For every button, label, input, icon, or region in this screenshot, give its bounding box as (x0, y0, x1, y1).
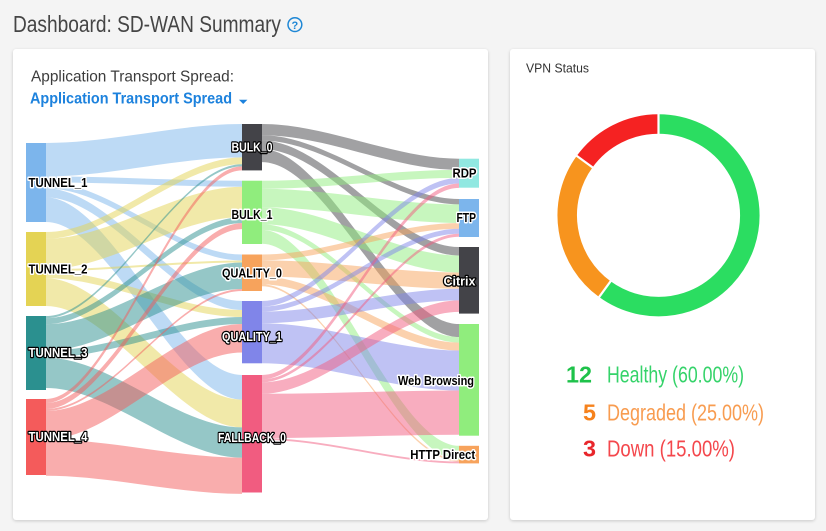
svg-text:Application Transport Spread: Application Transport Spread (30, 91, 232, 108)
svg-text:12: 12 (566, 362, 592, 388)
svg-text:RDP: RDP (453, 166, 477, 181)
svg-text:BULK_0: BULK_0 (232, 140, 273, 155)
svg-text:TUNNEL_4: TUNNEL_4 (29, 429, 89, 444)
svg-text:FALLBACK_0: FALLBACK_0 (218, 430, 286, 445)
svg-text:HTTP Direct: HTTP Direct (410, 447, 476, 462)
svg-text:FTP: FTP (457, 210, 477, 225)
svg-text:3: 3 (583, 436, 596, 462)
svg-text:Application Transport Spread:: Application Transport Spread: (31, 69, 234, 86)
svg-text:BULK_1: BULK_1 (232, 207, 273, 222)
svg-text:QUALITY_0: QUALITY_0 (222, 266, 282, 281)
svg-text:TUNNEL_2: TUNNEL_2 (29, 262, 88, 277)
svg-text:Degraded (25.00%): Degraded (25.00%) (607, 400, 764, 426)
svg-text:QUALITY_1: QUALITY_1 (222, 329, 282, 344)
svg-text:Healthy (60.00%): Healthy (60.00%) (607, 362, 744, 388)
svg-text:TUNNEL_1: TUNNEL_1 (29, 175, 88, 190)
svg-text:VPN Status: VPN Status (526, 61, 589, 76)
svg-text:?: ? (292, 20, 299, 32)
svg-text:Dashboard: SD-WAN Summary: Dashboard: SD-WAN Summary (13, 11, 281, 37)
svg-text:Web Browsing: Web Browsing (398, 373, 474, 388)
svg-text:5: 5 (583, 400, 596, 426)
svg-text:Down (15.00%): Down (15.00%) (607, 436, 735, 462)
svg-text:TUNNEL_3: TUNNEL_3 (29, 345, 88, 360)
svg-text:Citrix: Citrix (444, 274, 477, 289)
